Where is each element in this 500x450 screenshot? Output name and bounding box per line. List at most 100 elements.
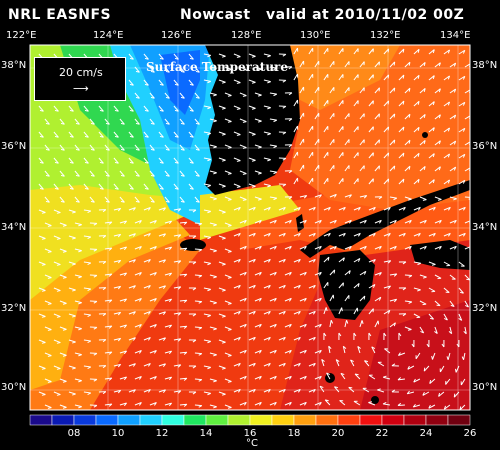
current-arrow xyxy=(188,365,197,369)
current-arrow xyxy=(119,118,125,125)
current-arrow xyxy=(233,284,241,289)
current-arrow xyxy=(113,207,122,212)
current-arrow xyxy=(53,157,59,164)
current-arrow xyxy=(368,206,376,211)
current-arrow xyxy=(284,196,293,200)
current-arrow xyxy=(143,131,149,138)
current-arrow xyxy=(269,245,277,250)
current-arrow xyxy=(179,299,188,303)
current-arrow xyxy=(269,323,277,328)
current-arrow xyxy=(194,118,200,125)
current-arrow xyxy=(248,183,256,188)
current-arrow xyxy=(53,365,61,370)
current-arrow xyxy=(398,100,405,107)
current-arrow xyxy=(164,220,173,225)
current-arrow xyxy=(233,157,241,162)
lat-label-right-32: 32°N xyxy=(472,303,498,314)
current-arrow xyxy=(461,352,466,361)
current-arrow xyxy=(179,273,188,277)
current-arrow xyxy=(104,144,110,151)
current-arrow xyxy=(338,126,344,133)
colorbar-swatch xyxy=(447,414,471,426)
current-arrow xyxy=(173,234,182,238)
current-arrow xyxy=(428,287,436,293)
current-arrow xyxy=(434,326,438,334)
current-arrow xyxy=(74,144,80,151)
current-arrow xyxy=(293,362,301,367)
current-arrow xyxy=(83,287,92,291)
current-arrow xyxy=(278,183,287,187)
current-arrow xyxy=(38,391,46,396)
colorbar-swatch xyxy=(227,414,251,426)
current-arrow xyxy=(443,179,451,185)
current-arrow xyxy=(53,131,59,138)
current-arrow xyxy=(158,363,166,367)
current-arrow xyxy=(263,53,271,58)
current-arrow xyxy=(38,313,46,318)
current-arrow xyxy=(383,178,390,185)
current-arrow xyxy=(382,401,390,406)
current-arrow xyxy=(329,219,337,224)
current-arrow xyxy=(233,79,241,84)
current-arrow xyxy=(359,320,364,328)
current-arrow xyxy=(353,232,361,237)
current-arrow xyxy=(74,352,82,357)
current-arrow xyxy=(128,53,134,60)
current-arrow xyxy=(119,272,128,277)
current-arrow xyxy=(53,391,61,396)
current-arrow xyxy=(188,391,197,395)
current-arrow xyxy=(383,206,391,211)
colorbar-tick-label: 12 xyxy=(155,428,169,439)
current-arrow xyxy=(134,323,142,328)
current-arrow xyxy=(98,365,107,369)
current-arrow xyxy=(458,206,466,211)
current-arrow xyxy=(149,170,155,177)
current-arrow xyxy=(98,261,107,265)
current-arrow xyxy=(299,349,307,354)
current-arrow xyxy=(158,79,164,86)
current-arrow xyxy=(353,74,359,81)
current-arrow xyxy=(194,326,203,330)
current-arrow xyxy=(89,118,95,125)
current-arrow xyxy=(68,235,76,240)
current-arrow xyxy=(104,325,113,329)
current-arrow xyxy=(143,105,149,112)
current-arrow xyxy=(254,349,262,354)
current-arrow xyxy=(104,247,113,251)
colorbar-tick-label: 22 xyxy=(375,428,389,439)
current-arrow xyxy=(53,183,59,190)
current-arrow xyxy=(218,53,226,58)
current-arrow xyxy=(453,391,460,398)
map-title: Surface Temperature xyxy=(146,60,289,74)
current-arrow xyxy=(59,404,67,409)
current-arrow xyxy=(323,232,331,237)
current-arrow xyxy=(458,261,465,267)
current-arrow xyxy=(377,388,385,393)
current-arrow xyxy=(456,340,460,348)
current-arrow xyxy=(314,86,320,94)
lat-label-left-34: 34°N xyxy=(1,222,27,233)
current-arrow xyxy=(329,193,337,198)
current-arrow xyxy=(239,196,247,201)
current-arrow xyxy=(404,245,412,250)
current-arrow xyxy=(374,87,380,94)
current-arrow xyxy=(353,152,359,159)
current-arrow xyxy=(248,157,256,162)
current-arrow xyxy=(149,92,155,99)
colorbar-unit: °C xyxy=(246,438,258,449)
current-arrow xyxy=(233,258,241,263)
current-arrow xyxy=(368,232,376,237)
current-arrow xyxy=(458,101,466,107)
current-arrow xyxy=(299,219,307,224)
current-arrow xyxy=(173,131,179,138)
kyushu-land xyxy=(318,250,375,320)
current-arrow xyxy=(119,144,125,151)
current-arrow xyxy=(173,286,182,290)
current-arrow xyxy=(354,373,361,380)
current-arrow xyxy=(458,127,466,133)
current-arrow xyxy=(428,232,436,237)
current-arrow xyxy=(89,326,98,330)
current-arrow xyxy=(329,138,335,146)
current-arrow xyxy=(314,164,320,172)
current-arrow xyxy=(443,313,448,321)
